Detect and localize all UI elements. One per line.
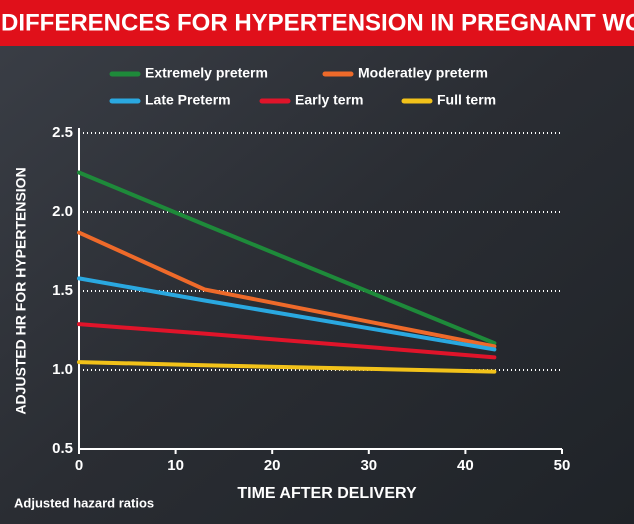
legend-label: Late Preterm bbox=[145, 92, 231, 108]
footnote: Adjusted hazard ratios bbox=[14, 495, 154, 510]
chart-title: RISK DIFFERENCES FOR HYPERTENSION IN PRE… bbox=[0, 9, 634, 36]
legend-label: Extremely preterm bbox=[145, 65, 268, 81]
legend-label: Moderatley preterm bbox=[358, 65, 488, 81]
y-tick-label: 1.5 bbox=[52, 282, 73, 299]
legend-label: Full term bbox=[437, 92, 496, 108]
series-line bbox=[77, 230, 497, 349]
x-axis-label: TIME AFTER DELIVERY bbox=[237, 485, 417, 502]
x-tick-label: 50 bbox=[554, 457, 571, 474]
series-line bbox=[77, 170, 497, 346]
legend-label: Early term bbox=[295, 92, 363, 108]
series-line bbox=[77, 322, 497, 360]
x-tick-label: 0 bbox=[75, 457, 83, 474]
x-tick-label: 30 bbox=[360, 457, 377, 474]
title-banner bbox=[0, 0, 634, 46]
series-line bbox=[77, 276, 497, 352]
y-axis-label: ADJUSTED HR FOR HYPERTENSION bbox=[13, 167, 29, 414]
y-tick-label: 2.0 bbox=[52, 203, 73, 220]
y-tick-label: 0.5 bbox=[52, 440, 73, 457]
y-tick-label: 1.0 bbox=[52, 361, 73, 378]
x-tick-label: 40 bbox=[457, 457, 474, 474]
series-line bbox=[77, 360, 497, 374]
y-tick-label: 2.5 bbox=[52, 124, 73, 141]
x-tick-label: 20 bbox=[264, 457, 281, 474]
x-tick-label: 10 bbox=[167, 457, 184, 474]
